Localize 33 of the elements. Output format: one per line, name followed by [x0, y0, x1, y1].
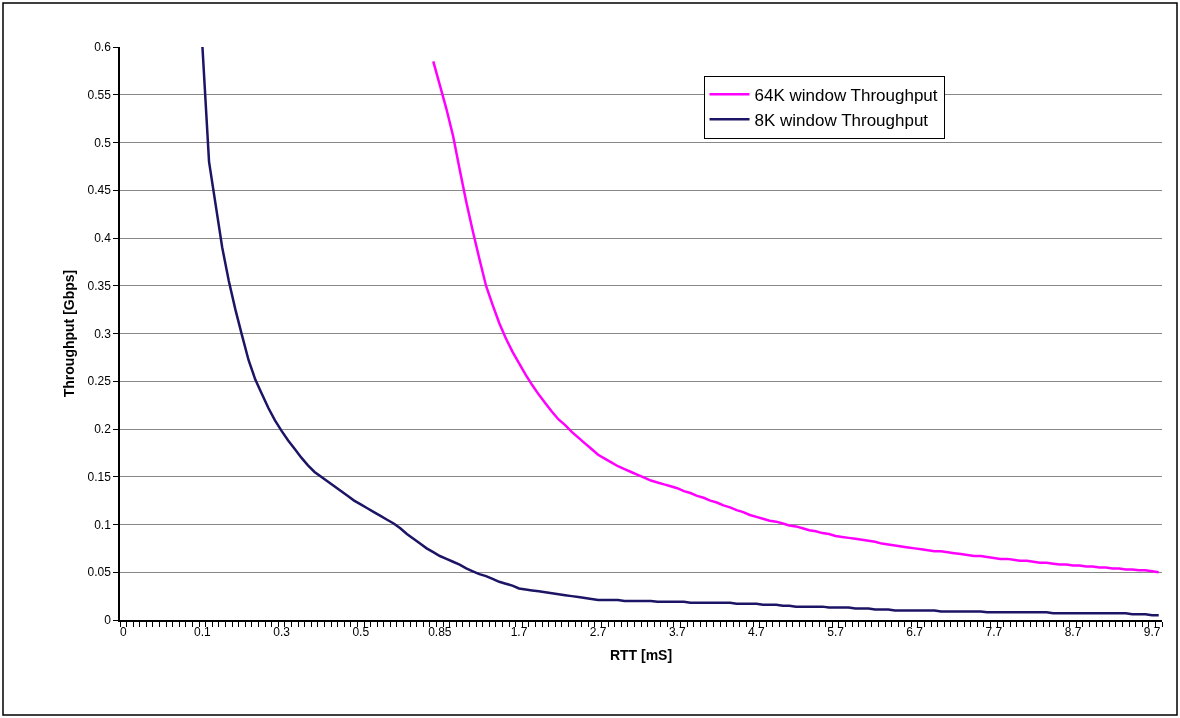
- x-tick-label: 4.7: [748, 625, 766, 640]
- y-tick-label: 0.55: [87, 87, 112, 102]
- x-tick-label: 6.7: [906, 625, 924, 640]
- y-tick-label: 0.5: [94, 135, 112, 150]
- y-tick-label: 0.15: [87, 469, 112, 484]
- x-tick-label: 8.7: [1064, 625, 1082, 640]
- x-tick-label: 7.7: [985, 625, 1003, 640]
- y-tick-label: 0.3: [94, 326, 112, 341]
- y-tick-label: 0.1: [94, 517, 112, 532]
- x-tick-label: 3.7: [668, 625, 686, 640]
- y-tick-label: 0.25: [87, 374, 112, 389]
- x-tick-label: 1.7: [510, 625, 528, 640]
- x-tick-label: 2.7: [589, 625, 607, 640]
- legend-label: 8K window Throughput: [754, 110, 929, 130]
- legend-label: 64K window Throughput: [754, 85, 938, 105]
- y-tick-label: 0: [104, 613, 112, 628]
- y-tick-label: 0.05: [87, 565, 112, 580]
- x-tick-label: 0.3: [273, 625, 291, 640]
- y-tick-label: 0.35: [87, 278, 112, 293]
- y-tick-label: 0.45: [87, 183, 112, 198]
- x-tick-label: 0.85: [428, 625, 452, 640]
- line-series: [432, 60, 1160, 574]
- x-tick-label: 0.5: [352, 625, 370, 640]
- x-tick-label: 5.7: [827, 625, 845, 640]
- y-tick-label: 0.4: [94, 231, 112, 246]
- x-tick-label: 0.1: [194, 625, 212, 640]
- line-series: [201, 47, 1160, 617]
- y-axis-title: Throughput [Gbps]: [60, 269, 77, 398]
- y-tick-label: 0.2: [94, 422, 112, 437]
- x-axis-title: RTT [mS]: [609, 646, 673, 663]
- x-tick-label: 0: [119, 625, 127, 640]
- y-tick-label: 0.6: [94, 40, 112, 55]
- x-tick-label: 9.7: [1143, 625, 1161, 640]
